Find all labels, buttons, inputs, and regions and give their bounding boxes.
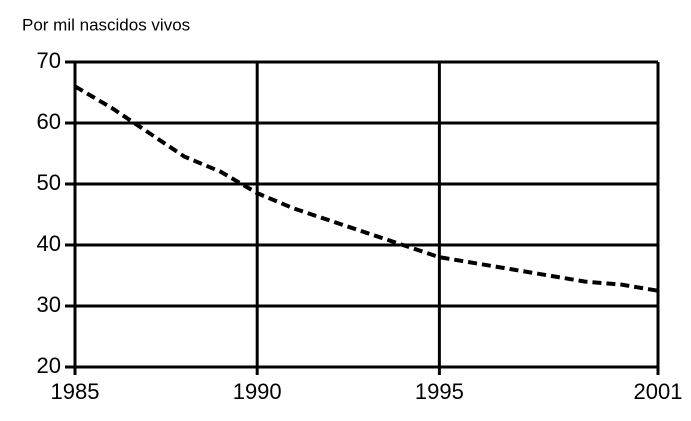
x-tick-label: 1995	[415, 379, 464, 404]
y-axis-label: Por mil nascidos vivos	[22, 15, 190, 34]
x-tick-label: 1985	[51, 379, 100, 404]
y-tick-label: 70	[37, 48, 61, 73]
y-tick-label: 20	[37, 353, 61, 378]
y-tick-label: 30	[37, 292, 61, 317]
x-tick-label: 2001	[634, 379, 683, 404]
y-tick-label: 40	[37, 231, 61, 256]
y-tick-label: 60	[37, 109, 61, 134]
y-tick-label: 50	[37, 170, 61, 195]
data-line	[73, 84, 659, 293]
x-tick-label: 1990	[233, 379, 282, 404]
